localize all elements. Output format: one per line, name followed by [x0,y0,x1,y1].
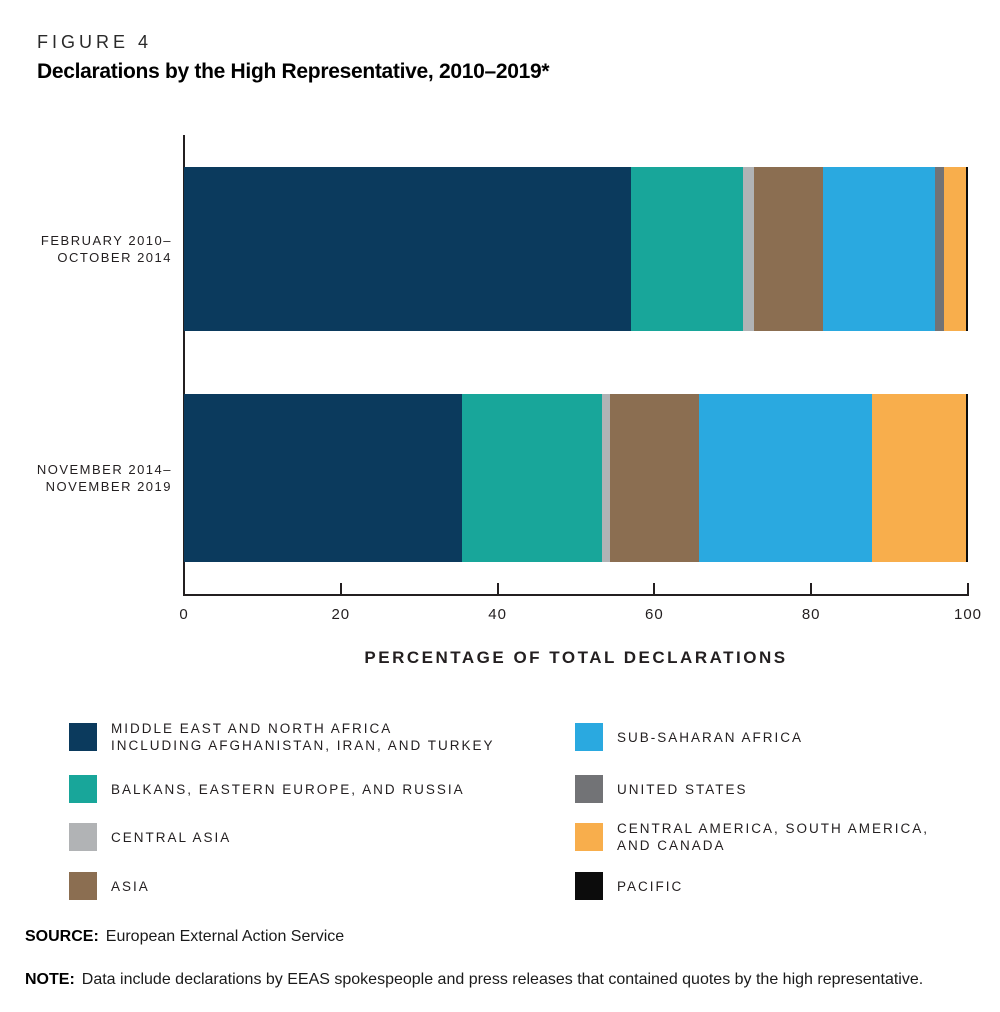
x-axis-tick [967,583,969,594]
chart-title: Declarations by the High Representative,… [37,60,550,83]
bar-segment [184,394,463,562]
bar-segment [601,394,610,562]
stacked-bar [184,167,968,331]
legend-entry: PACIFIC [575,872,683,900]
legend-label: CENTRAL AMERICA, SOUTH AMERICA, AND CANAD… [617,820,929,854]
legend-entry: CENTRAL ASIA [69,823,231,851]
bar-segment [935,167,945,331]
x-axis-tick-label: 60 [645,606,664,623]
legend-entry: ASIA [69,872,150,900]
stacked-bar [184,394,968,562]
category-label-line: FEBRUARY 2010– [40,233,172,248]
legend-label-line: PACIFIC [617,878,684,894]
legend-label: ASIA [111,878,150,895]
bar-segment [944,167,967,331]
x-axis-tick [496,583,499,594]
legend-entry: UNITED STATES [575,775,748,803]
bar-segment [966,167,968,331]
x-axis-title: PERCENTAGE OF TOTAL DECLARATIONS [364,648,788,667]
legend-entry: CENTRAL AMERICA, SOUTH AMERICA, AND CANAD… [575,820,929,854]
bar-segment [872,394,966,562]
legend-label-line: UNITED STATES [617,781,748,797]
legend-entry: SUB-SAHARAN AFRICA [575,723,803,751]
category-label-line: NOVEMBER 2019 [45,479,172,494]
legend-label: CENTRAL ASIA [111,829,231,846]
bar-segment [822,167,936,331]
bar-segment [609,394,700,562]
legend-label: MIDDLE EAST AND NORTH AFRICA INCLUDING AF… [111,720,495,754]
legend-swatch [69,723,97,751]
category-label: FEBRUARY 2010– OCTOBER 2014 [0,232,172,266]
x-axis-tick [810,583,813,594]
legend-entry: MIDDLE EAST AND NORTH AFRICA INCLUDING AF… [69,720,495,754]
note-text: Data include declarations by EEAS spokes… [81,971,924,988]
x-axis-line [183,594,969,596]
y-axis-line [183,135,185,596]
legend-label-line: CENTRAL AMERICA, SOUTH AMERICA, [617,821,930,836]
note-label: NOTE: [25,971,75,988]
source-line: SOURCE: European External Action Service [25,928,344,946]
legend-label-line: BALKANS, EASTERN EUROPE, AND RUSSIA [111,781,465,797]
legend-swatch [575,723,603,751]
bar-segment [184,167,631,331]
bar-segment [630,167,743,331]
x-axis-tick-label: 80 [801,606,821,623]
x-axis-tick-label: 40 [488,606,507,623]
category-label-line: NOVEMBER 2014– [36,462,172,477]
legend-swatch [69,872,97,900]
legend-label: SUB-SAHARAN AFRICA [617,729,803,746]
figure-number-label: FIGURE 4 [37,32,153,52]
bar-segment [753,167,823,331]
legend-entry: BALKANS, EASTERN EUROPE, AND RUSSIA [69,775,465,803]
legend-label-line: MIDDLE EAST AND NORTH AFRICA [111,721,393,736]
legend-label-line: CENTRAL ASIA [111,829,232,845]
legend-swatch [575,823,603,851]
legend-swatch [69,823,97,851]
legend-label-line: SUB-SAHARAN AFRICA [617,729,804,745]
bar-segment [742,167,754,331]
source-label: SOURCE: [25,928,99,945]
legend-label-line: ASIA [111,878,150,894]
legend-label-line: AND CANADA [617,838,726,853]
bar-segment [965,394,968,562]
category-label-line: OCTOBER 2014 [57,250,172,265]
legend-label: UNITED STATES [617,781,748,798]
category-label: NOVEMBER 2014– NOVEMBER 2019 [0,461,172,495]
x-axis-tick-label: 100 [953,606,983,623]
legend-label: PACIFIC [617,878,683,895]
x-axis-tick-label: 20 [331,606,351,623]
x-axis-tick-label: 0 [179,606,189,623]
x-axis-tick [339,583,342,594]
legend-swatch [575,872,603,900]
source-text: European External Action Service [105,928,345,945]
note-line: NOTE: Data include declarations by EEAS s… [25,971,923,989]
legend-label: BALKANS, EASTERN EUROPE, AND RUSSIA [111,781,465,798]
legend-swatch [575,775,603,803]
x-axis-tick [653,583,656,594]
legend-label-line: INCLUDING AFGHANISTAN, IRAN, AND TURKEY [111,738,495,753]
bar-segment [462,394,602,562]
bar-segment [699,394,873,562]
legend-swatch [69,775,97,803]
